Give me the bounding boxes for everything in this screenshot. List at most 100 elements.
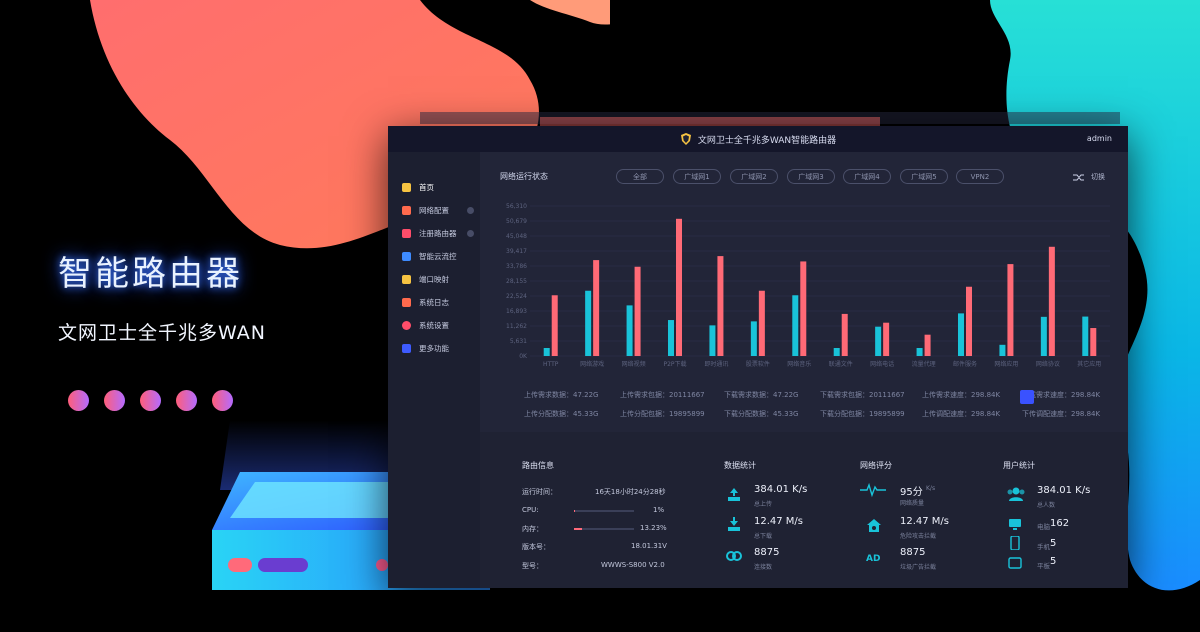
version-value: 18.01.31V [631,542,667,550]
connections-label: 连接数 [754,564,773,571]
chart-icon [402,251,411,261]
memory-label: 内存： [522,525,543,533]
expand-icon [467,206,474,214]
dot[interactable] [140,390,161,411]
dot[interactable] [104,390,125,411]
cpu-label: CPU: [522,506,539,514]
stat-download-alloc-speed: 下传调配速度：298.84K [1022,410,1101,418]
bar [883,322,890,356]
computer-label: 电脑 [1037,523,1050,531]
edit-icon[interactable] [1020,390,1034,404]
admin-user[interactable]: admin [1086,134,1112,143]
title-bar: 文网卫士全千兆多WAN智能路由器 admin [388,126,1128,152]
sidebar-item-label: 网络配置 [419,205,449,215]
bar [717,256,724,356]
window-title: 文网卫士全千兆多WAN智能路由器 [697,135,837,146]
tab-wan2[interactable]: 广域网2 [730,169,778,184]
network-status-title: 网络运行状态 [500,172,548,181]
x-tick-label: P2P下载 [663,360,686,368]
sidebar-item-system-log[interactable]: 系统日志 [402,295,474,309]
stat-cell: 下载需求速度：298.84K [1022,390,1100,400]
y-tick-label: 50,679 [506,218,527,225]
sidebar-item-label: 系统设置 [419,320,449,330]
bar [833,348,840,356]
x-tick-label: 网络协议 [1036,360,1060,368]
bar [750,321,757,356]
bar [676,218,682,356]
stat-cell: 上传需求速度：298.84K [922,390,1000,400]
stat-cell: 上传分配包据：19895899 [620,409,705,419]
y-tick-label: 0K [519,353,528,360]
tablet-count: 5 [1050,556,1057,567]
cpu-value: 1% [653,506,665,514]
bar [593,260,600,356]
dot[interactable] [68,390,89,411]
tab-wan1[interactable]: 广域网1 [673,169,721,184]
tab-wan4[interactable]: 广域网4 [843,169,891,184]
total-users-value: 384.01 K/s [1037,485,1091,496]
dot[interactable] [176,390,197,411]
bar [1082,316,1089,356]
bar [999,344,1006,356]
stats-row-1: 上传需求数据：47.22G [524,390,598,400]
y-tick-label: 39,417 [506,248,527,255]
ad-icon: AD [866,554,881,564]
tab-wan3[interactable]: 广域网3 [787,169,835,184]
stat-upload-demand-packets: 上传需求包据：20111667 [620,391,705,399]
sidebar-item-network-config[interactable]: 网络配置 [402,203,474,217]
home-shield-icon [867,519,881,532]
sidebar-item-more[interactable]: 更多功能 [402,341,474,355]
memory-progress [574,528,634,530]
pulse-icon [860,482,886,498]
stat-cell: 下传调配速度：298.84K [1022,409,1100,419]
hero-subtitle: 文网卫士全千兆多WAN [58,322,266,344]
tab-all[interactable]: 全部 [616,169,664,184]
stat-upload-demand-speed: 上传需求速度：298.84K [922,391,1001,399]
hero-title: 智能路由器 [58,254,243,294]
stat-download-alloc-data: 下载分配数据：45.33G [724,410,799,418]
port-icon [402,274,411,284]
attack-block-value: 12.47 M/s [900,516,950,527]
tab-vpn2[interactable]: VPN2 [956,169,1004,184]
computer-count: 162 [1050,518,1070,529]
x-tick-label: 即时通讯 [704,360,728,368]
expand-icon [467,229,474,237]
stat-download-demand-speed: 下载需求速度：298.84K [1022,391,1101,399]
memory-value: 13.23% [640,524,667,532]
sidebar-item-register-router[interactable]: 注册路由器 [402,226,474,240]
bar [966,286,972,356]
sidebar-item-cloud-flow-control[interactable]: 智能云流控 [402,249,474,263]
y-tick-label: 56,310 [506,203,527,210]
cpu-progress-fill [574,510,575,512]
switch-button[interactable]: 切换 [1073,172,1105,182]
y-tick-label: 33,786 [506,263,527,270]
bar [875,326,882,356]
x-tick-label: 网络视频 [622,360,646,368]
sidebar-item-port-mapping[interactable]: 端口映射 [402,272,474,286]
bar [668,320,674,356]
x-tick-label: 其它应用 [1077,360,1101,368]
phone-label: 手机 [1037,543,1050,551]
sidebar-item-system-settings[interactable]: 系统设置 [402,318,474,332]
x-tick-label: 流量代理 [912,360,936,368]
bar [585,290,592,356]
bar [1090,328,1097,356]
pagination-dots [68,390,233,411]
tab-wan5[interactable]: 广域网5 [900,169,948,184]
bar [551,295,558,356]
bar [1040,316,1047,356]
users-icon [1007,487,1025,501]
tablet-label: 平板 [1037,562,1050,570]
bar [1007,264,1014,356]
plus-icon [402,343,411,353]
stat-upload-alloc-speed: 上传调配速度：298.84K [922,410,1001,418]
switch-label: 切换 [1091,173,1105,181]
dot[interactable] [212,390,233,411]
model-value: WWWS-S800 V2.0 [601,561,665,569]
stat-download-demand-data: 下载需求数据：47.22G [724,391,799,399]
tablet-icon [1008,557,1022,569]
bar [916,348,923,356]
sidebar-item-home[interactable]: 首页 [402,180,474,194]
score-value: 95分 [900,487,923,498]
bar [792,295,799,356]
